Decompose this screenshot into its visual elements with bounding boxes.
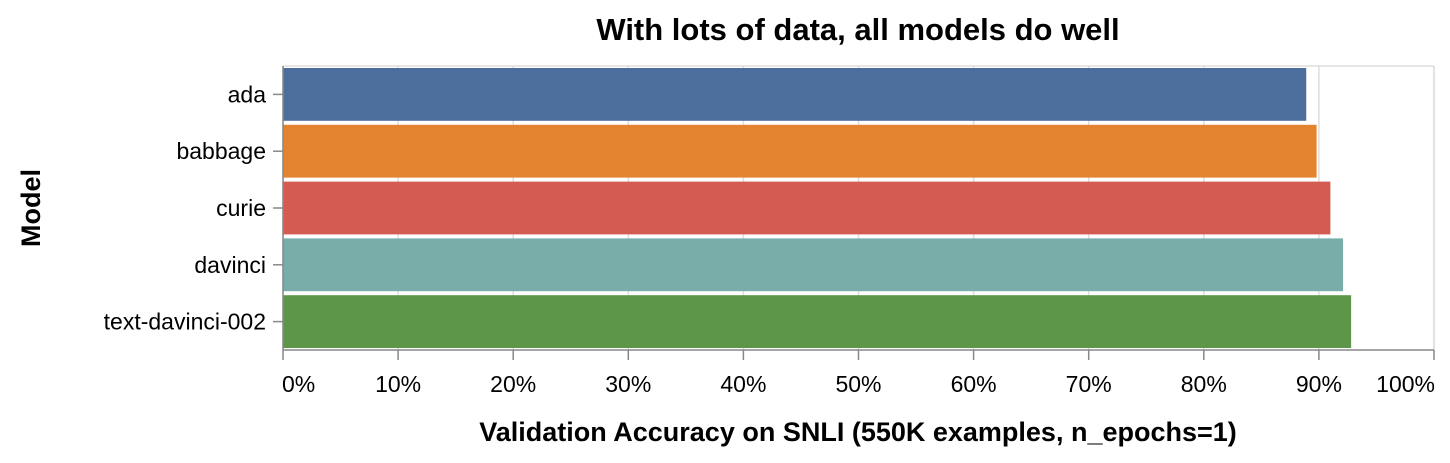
x-tick-label: 10% — [375, 371, 421, 397]
y-axis-title: Model — [16, 169, 46, 247]
plot-frame — [283, 65, 1435, 350]
x-tick-label: 90% — [1296, 371, 1342, 397]
y-tick-label: babbage — [176, 138, 266, 164]
x-tick-label: 50% — [835, 371, 881, 397]
x-tick-label: 20% — [490, 371, 536, 397]
x-tick-label: 30% — [605, 371, 651, 397]
y-tick-label: text-davinci-002 — [104, 309, 266, 335]
x-axis-title: Validation Accuracy on SNLI (550K exampl… — [479, 417, 1237, 447]
y-tick-label: curie — [216, 195, 266, 221]
bars — [283, 68, 1352, 348]
x-tick-label: 0% — [282, 371, 315, 397]
bar-ada — [283, 68, 1307, 121]
y-tick-label: davinci — [194, 252, 266, 278]
bar-davinci — [283, 238, 1344, 292]
bar-text-davinci-002 — [283, 295, 1352, 348]
x-tick-label: 100% — [1376, 371, 1435, 397]
y-tick-label: ada — [228, 81, 267, 107]
bar-curie — [283, 181, 1331, 235]
x-tick-label: 80% — [1181, 371, 1227, 397]
x-axis: 0% 10% 20% 30% 40% 50% 60% 70% 80% 90% 100% — [282, 349, 1435, 397]
x-tick-label: 40% — [720, 371, 766, 397]
x-tick-label: 60% — [951, 371, 997, 397]
bar-babbage — [283, 124, 1317, 178]
x-tick-label: 70% — [1066, 371, 1112, 397]
y-axis: ada babbage curie davinci text-davinci-002 — [104, 66, 284, 350]
chart-title: With lots of data, all models do well — [596, 12, 1119, 47]
